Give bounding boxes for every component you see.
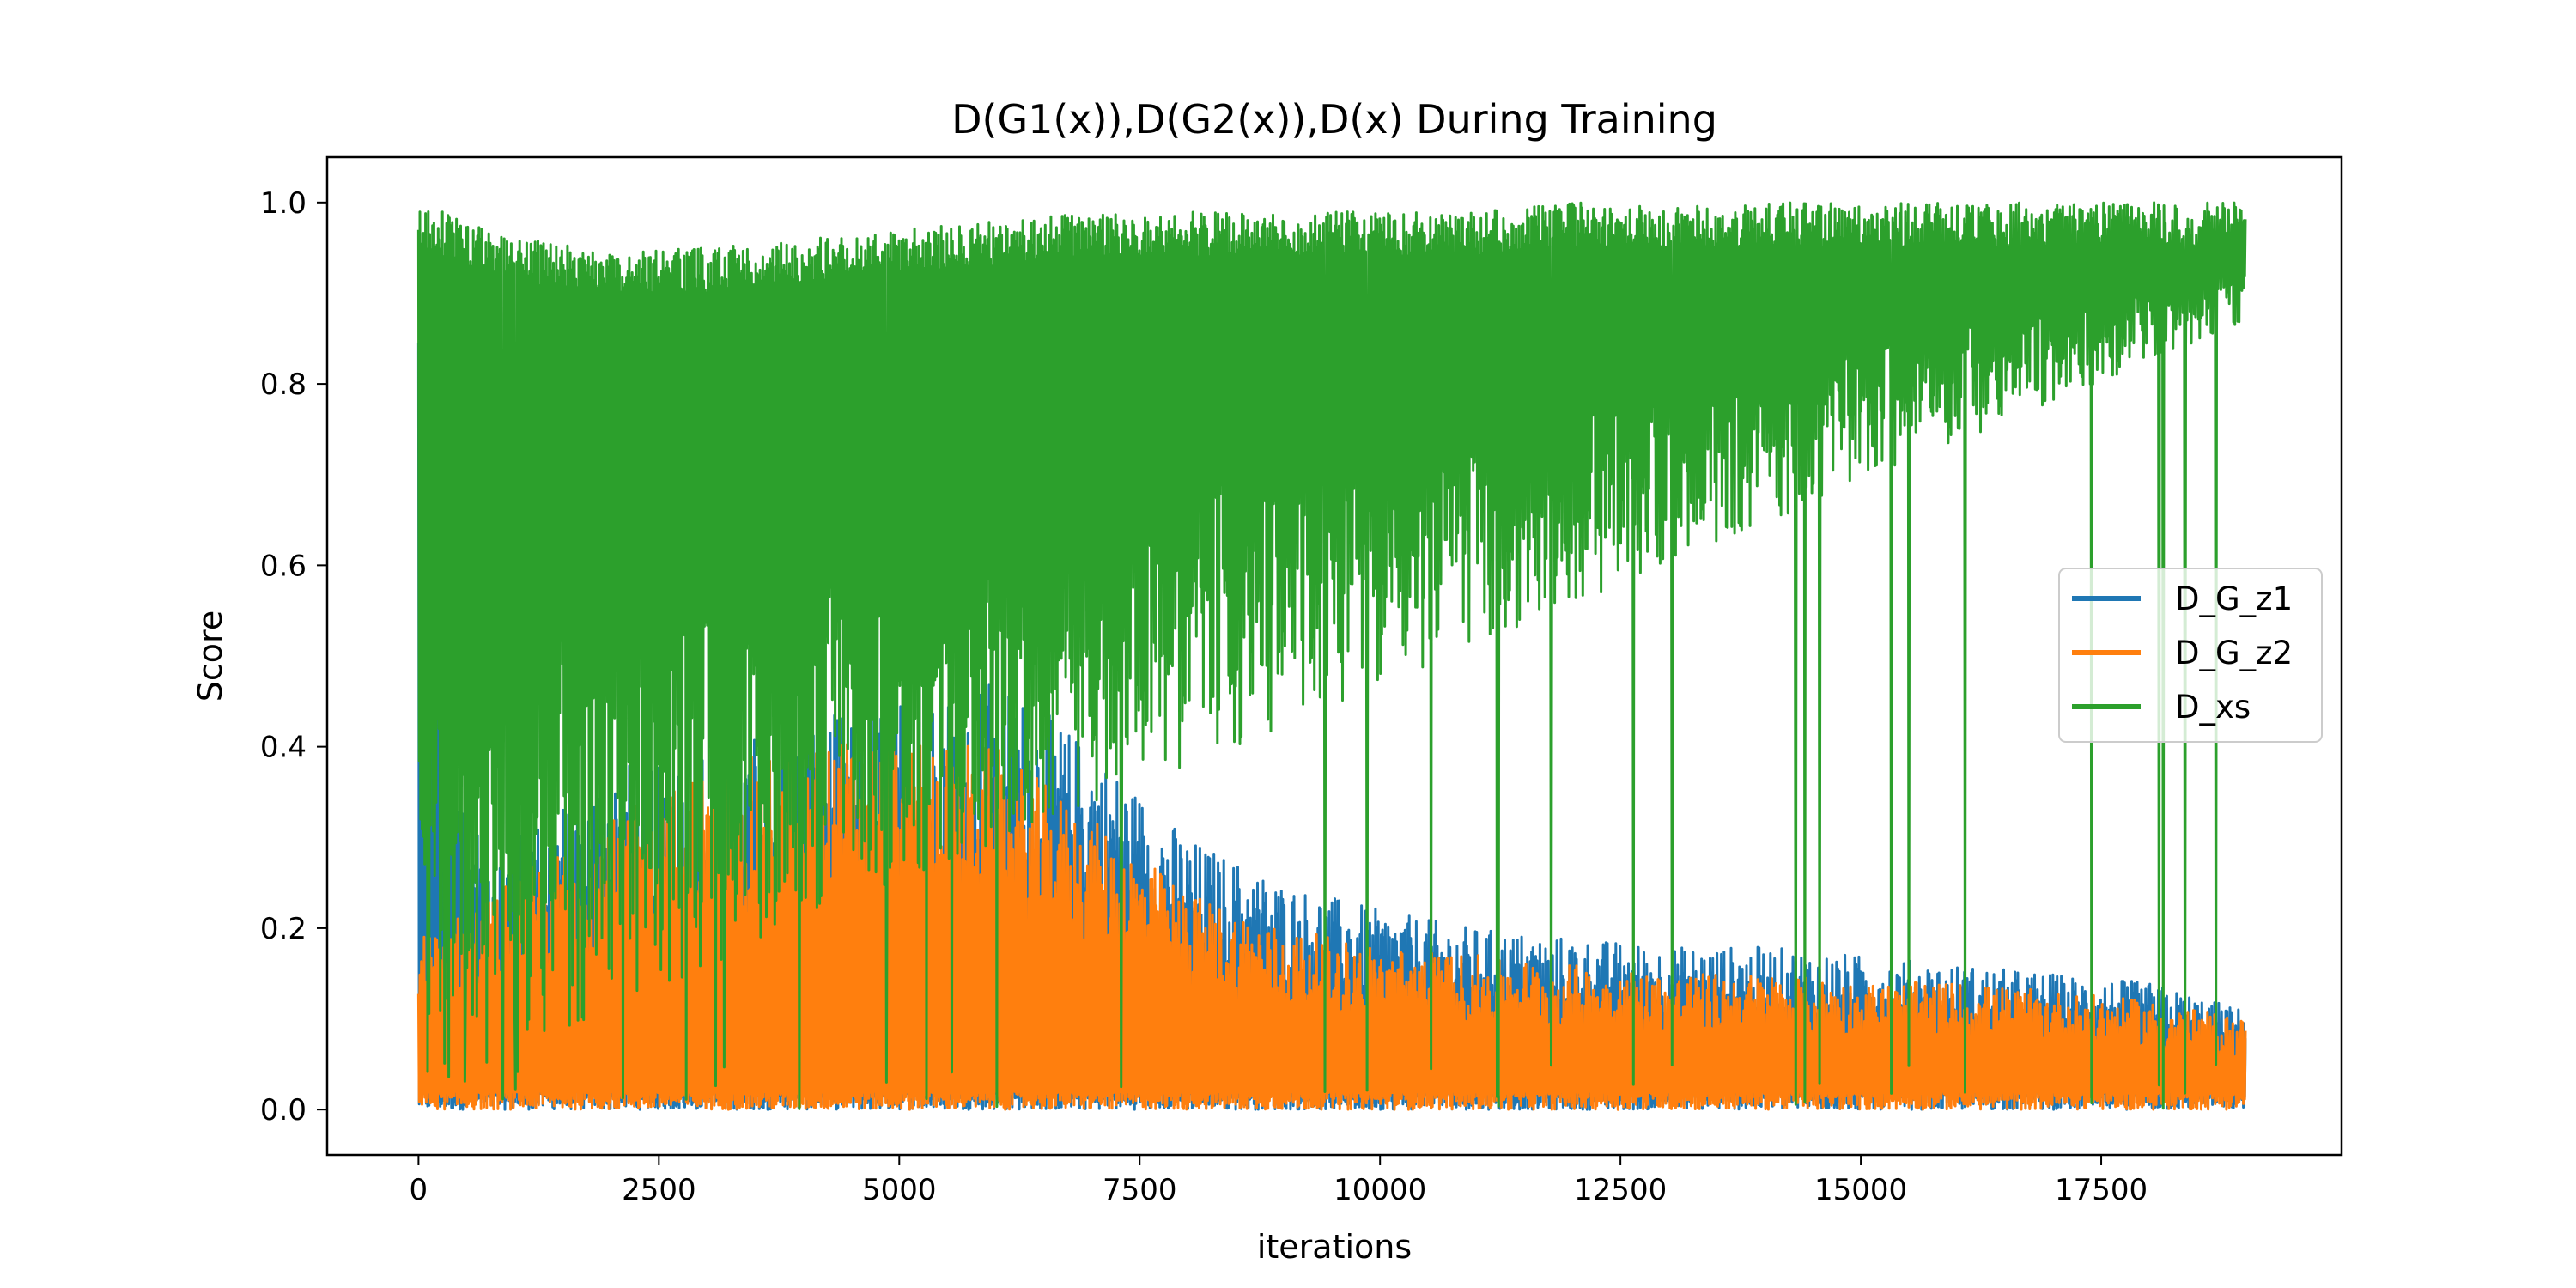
y-axis: 0.0 0.2 0.4 0.6 0.8 1.0 [260,186,327,1127]
x-tick-label: 0 [410,1173,428,1207]
y-tick-label: 1.0 [260,186,307,221]
x-tick-label: 2500 [622,1173,696,1207]
y-tick-label: 0.8 [260,368,307,402]
x-tick-label: 15000 [1814,1173,1907,1207]
y-tick-label: 0.4 [260,731,307,765]
plot-area [416,201,2247,1111]
x-tick-label: 10000 [1334,1173,1426,1207]
plot-frame [325,155,2343,1157]
legend-label-d-g-z2: D_G_z2 [2175,635,2293,671]
x-tick-label: 5000 [862,1173,937,1207]
y-tick-label: 0.6 [260,549,307,583]
legend-label-d-xs: D_xs [2175,689,2251,726]
x-tick-label: 7500 [1103,1173,1177,1207]
y-tick-label: 0.0 [260,1093,307,1127]
x-axis-label: iterations [1257,1228,1412,1266]
y-axis-label: Score [191,611,229,702]
legend-box [2058,568,2323,743]
legend-label-d-g-z1: D_G_z1 [2175,580,2293,617]
chart-title: D(G1(x)),D(G2(x)),D(x) During Training [951,96,1717,143]
series-layer [416,201,2247,1111]
y-tick-label: 0.2 [260,912,307,946]
series-line-d-xs [416,201,2247,1110]
x-tick-label: 17500 [2055,1173,2148,1207]
x-tick-label: 12500 [1574,1173,1667,1207]
x-axis: 0 2500 5000 7500 10000 12500 15000 17500 [410,1155,2148,1207]
legend: D_G_z1 D_G_z2 D_xs [2058,568,2323,743]
